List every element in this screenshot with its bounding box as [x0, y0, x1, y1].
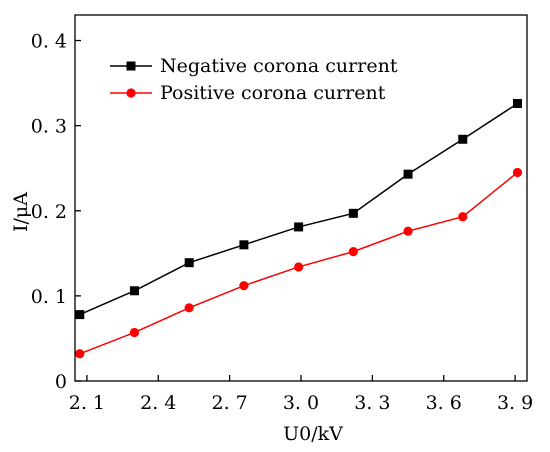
data-point-circle: [348, 247, 358, 257]
data-point-square: [75, 310, 85, 320]
data-point-square: [184, 258, 194, 268]
x-tick-label: 2. 1: [69, 392, 105, 414]
legend-label: Positive corona current: [160, 82, 386, 104]
data-point-square: [239, 240, 249, 250]
x-tick-label: 3. 6: [426, 392, 462, 414]
data-point-square: [458, 134, 468, 144]
data-point-square: [403, 169, 413, 179]
data-point-circle: [403, 226, 413, 236]
data-point-square: [348, 208, 358, 218]
legend-marker-circle: [126, 88, 136, 98]
legend-label: Negative corona current: [160, 55, 398, 77]
data-point-circle: [184, 303, 194, 313]
legend: Negative corona current Positive corona c…: [110, 55, 398, 104]
legend-marker-square: [126, 61, 136, 71]
x-tick-label: 3. 3: [354, 392, 390, 414]
y-tick-label: 0. 2: [31, 201, 67, 223]
data-point-circle: [75, 349, 85, 359]
data-point-circle: [129, 327, 140, 338]
axes: 2. 1 2. 4 2. 7 3. 0 3. 3 3. 6 3. 9 0 0. 1 0. 2 0. …: [31, 14, 533, 414]
data-point-circle: [239, 281, 249, 291]
data-point-circle: [458, 212, 468, 222]
data-point-circle: [294, 262, 304, 272]
data-point-square: [129, 286, 139, 296]
y-tick-label: 0. 4: [31, 31, 67, 53]
data-point-square: [294, 222, 304, 232]
y-tick-label: 0. 1: [31, 286, 67, 308]
y-axis-title: I/μA: [10, 192, 32, 232]
x-tick-label: 3. 0: [283, 392, 319, 414]
x-tick-label: 3. 9: [497, 392, 533, 414]
x-axis-title: U0/kV: [283, 423, 343, 445]
data-point-square: [512, 99, 522, 109]
y-tick-label: 0: [55, 371, 67, 393]
y-tick-label: 0. 3: [31, 116, 67, 138]
series-line: [79, 102, 518, 316]
x-tick-label: 2. 7: [211, 392, 247, 414]
data-point-circle: [512, 167, 523, 178]
x-tick-label: 2. 4: [140, 392, 176, 414]
plot-area: [75, 99, 523, 359]
